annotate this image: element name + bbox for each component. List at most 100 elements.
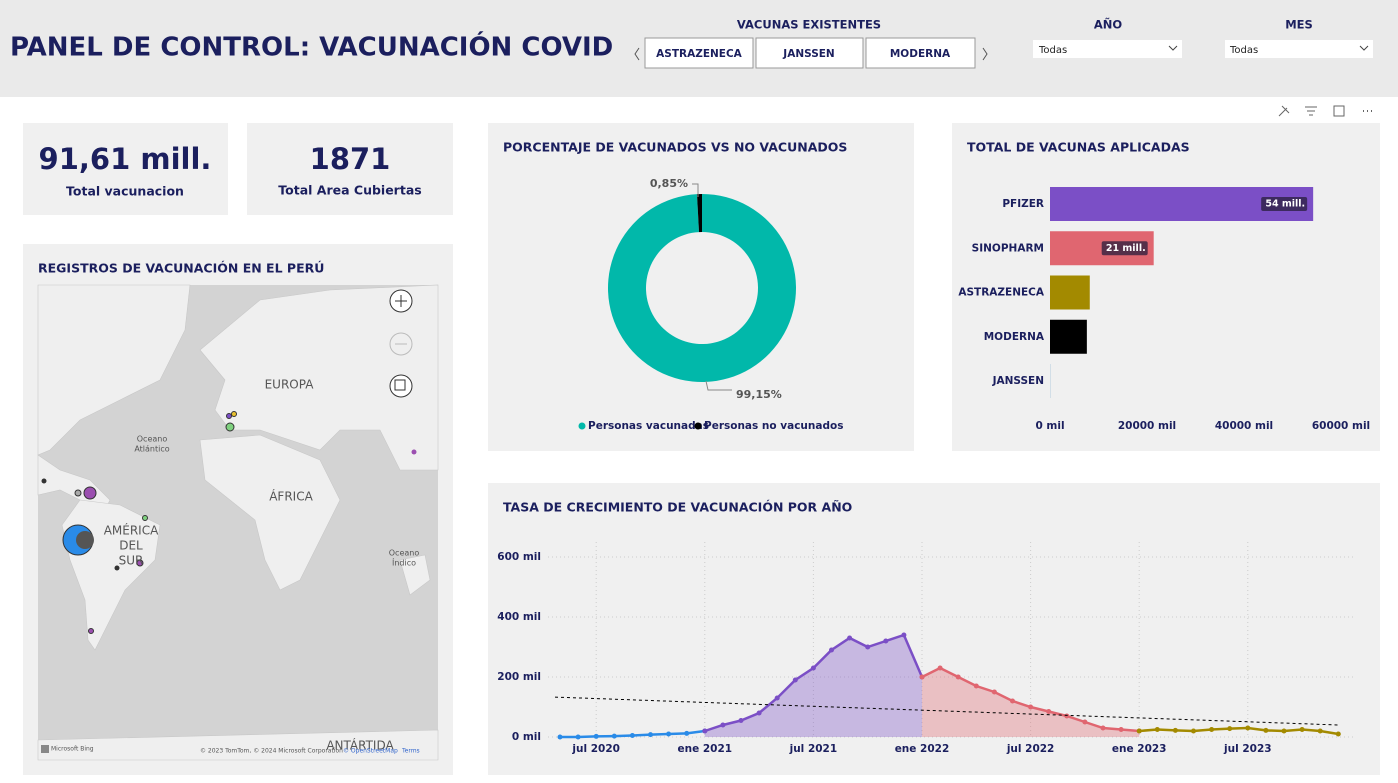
map-label: EUROPA xyxy=(265,378,315,392)
line-point xyxy=(810,665,816,671)
line-point xyxy=(702,728,708,734)
line-point xyxy=(1335,731,1341,737)
line-point xyxy=(955,674,961,680)
slicer-label: VACUNAS EXISTENTES xyxy=(737,18,881,32)
slicer-button[interactable]: ASTRAZENECA xyxy=(644,37,754,69)
prev-arrow[interactable] xyxy=(634,47,640,61)
map-label: AMÉRICA xyxy=(104,523,159,538)
line-point xyxy=(919,674,925,680)
chart-card xyxy=(952,123,1380,451)
x-tick-label: 60000 mil xyxy=(1312,420,1370,432)
filter-icon[interactable] xyxy=(1305,106,1317,116)
donut-slice xyxy=(696,194,702,233)
y-tick-label: MODERNA xyxy=(984,331,1045,343)
button-label: ASTRAZENECA xyxy=(656,48,743,60)
map-label: ÁFRICA xyxy=(269,489,313,504)
x-tick-label: jul 2021 xyxy=(789,743,838,755)
line-point xyxy=(1263,727,1269,733)
legend-swatch xyxy=(578,422,586,430)
data-label: 99,15% xyxy=(736,388,782,401)
attribution[interactable]: Terms xyxy=(401,748,420,755)
line-point xyxy=(973,683,979,689)
x-tick-label: jul 2022 xyxy=(1006,743,1055,755)
dropdown-value: Todas xyxy=(1038,45,1067,56)
map-label: Atlántico xyxy=(134,445,169,454)
attribution: © 2023 TomTom, © 2024 Microsoft Corporat… xyxy=(200,748,343,755)
kpi-card xyxy=(247,123,453,215)
dropdown[interactable]: Todas xyxy=(1225,40,1373,58)
chart-card xyxy=(488,123,914,451)
data-label: 54 mill. xyxy=(1265,199,1305,210)
line-point xyxy=(557,734,563,740)
focus-icon[interactable] xyxy=(1333,105,1345,117)
chart-title: TASA DE CRECIMIENTO DE VACUNACIÓN POR AÑ… xyxy=(503,500,852,515)
page-title: PANEL DE CONTROL: VACUNACIÓN COVID xyxy=(10,31,613,63)
y-tick-label: 400 mil xyxy=(497,611,541,623)
line-point xyxy=(756,710,762,716)
line-point xyxy=(1028,704,1034,710)
land xyxy=(37,284,439,761)
map-title: REGISTROS DE VACUNACIÓN EN EL PERÚ xyxy=(38,261,324,276)
map-labels: EUROPA ÁFRICA AMÉRICA DEL SUR Oceano Atl… xyxy=(51,378,420,755)
visual-toolbar xyxy=(1278,105,1372,117)
y-tick-label: SINOPHARM xyxy=(972,242,1044,254)
slicer-label: MES xyxy=(1285,18,1313,32)
data-label: 21 mill. xyxy=(1106,243,1146,254)
dropdown-value: Todas xyxy=(1229,45,1258,56)
button-label: MODERNA xyxy=(890,48,951,60)
button-label: JANSSEN xyxy=(782,48,834,60)
x-tick-label: ene 2022 xyxy=(895,743,950,755)
line-point xyxy=(1118,727,1124,732)
bar xyxy=(1050,319,1087,354)
line-point xyxy=(593,733,599,739)
data-label: 0,85% xyxy=(650,177,688,190)
map-label: Oceano xyxy=(389,549,420,558)
map-controls[interactable] xyxy=(389,289,413,398)
map[interactable]: EUROPA ÁFRICA AMÉRICA DEL SUR Oceano Atl… xyxy=(37,284,439,761)
line-point xyxy=(865,644,871,650)
leader-line xyxy=(692,183,699,197)
map-bubbles xyxy=(41,411,417,634)
line-point xyxy=(937,665,943,671)
label-bg xyxy=(1101,241,1148,256)
slicer-button[interactable]: MODERNA xyxy=(865,37,976,69)
bing-logo xyxy=(41,745,49,753)
chart-card xyxy=(488,483,1380,775)
slicer-label: AÑO xyxy=(1094,17,1123,32)
line-point xyxy=(1082,719,1088,725)
kpi-value: 91,61 mill. xyxy=(39,142,212,176)
bar xyxy=(1050,275,1090,310)
line-point xyxy=(1227,726,1233,732)
y-tick-label: 600 mil xyxy=(497,551,541,563)
pin-icon[interactable] xyxy=(1278,105,1290,117)
line-point xyxy=(991,689,997,695)
line-point xyxy=(1154,727,1160,732)
next-arrow[interactable] xyxy=(982,47,988,61)
x-tick-label: 40000 mil xyxy=(1215,420,1273,432)
line-point xyxy=(738,718,744,723)
line-point xyxy=(1172,727,1178,733)
line-point xyxy=(1281,728,1287,734)
line-point xyxy=(901,632,907,638)
legend-swatch xyxy=(694,422,702,430)
line-point xyxy=(666,731,672,737)
line-point xyxy=(1136,728,1142,734)
attribution[interactable]: © OpenStreetMap xyxy=(343,748,398,755)
line xyxy=(1139,726,1339,736)
y-tick-label: 0 mil xyxy=(512,731,541,743)
line-point xyxy=(792,677,798,683)
line-point xyxy=(648,732,653,738)
legend-label: Personas vacunadas xyxy=(588,420,709,432)
y-tick-label: JANSSEN xyxy=(992,375,1044,387)
trend-line xyxy=(554,696,1339,726)
line-point xyxy=(575,734,581,740)
slicer-button[interactable]: JANSSEN xyxy=(755,37,864,69)
map-label: Oceano xyxy=(137,435,168,444)
label-bg xyxy=(1261,197,1308,211)
line-point xyxy=(883,638,889,644)
dropdown[interactable]: Todas xyxy=(1033,40,1182,58)
attribution: Microsoft Bing xyxy=(51,746,94,753)
line-point xyxy=(1064,713,1070,719)
line-point xyxy=(847,635,853,641)
line-point xyxy=(1317,728,1323,734)
